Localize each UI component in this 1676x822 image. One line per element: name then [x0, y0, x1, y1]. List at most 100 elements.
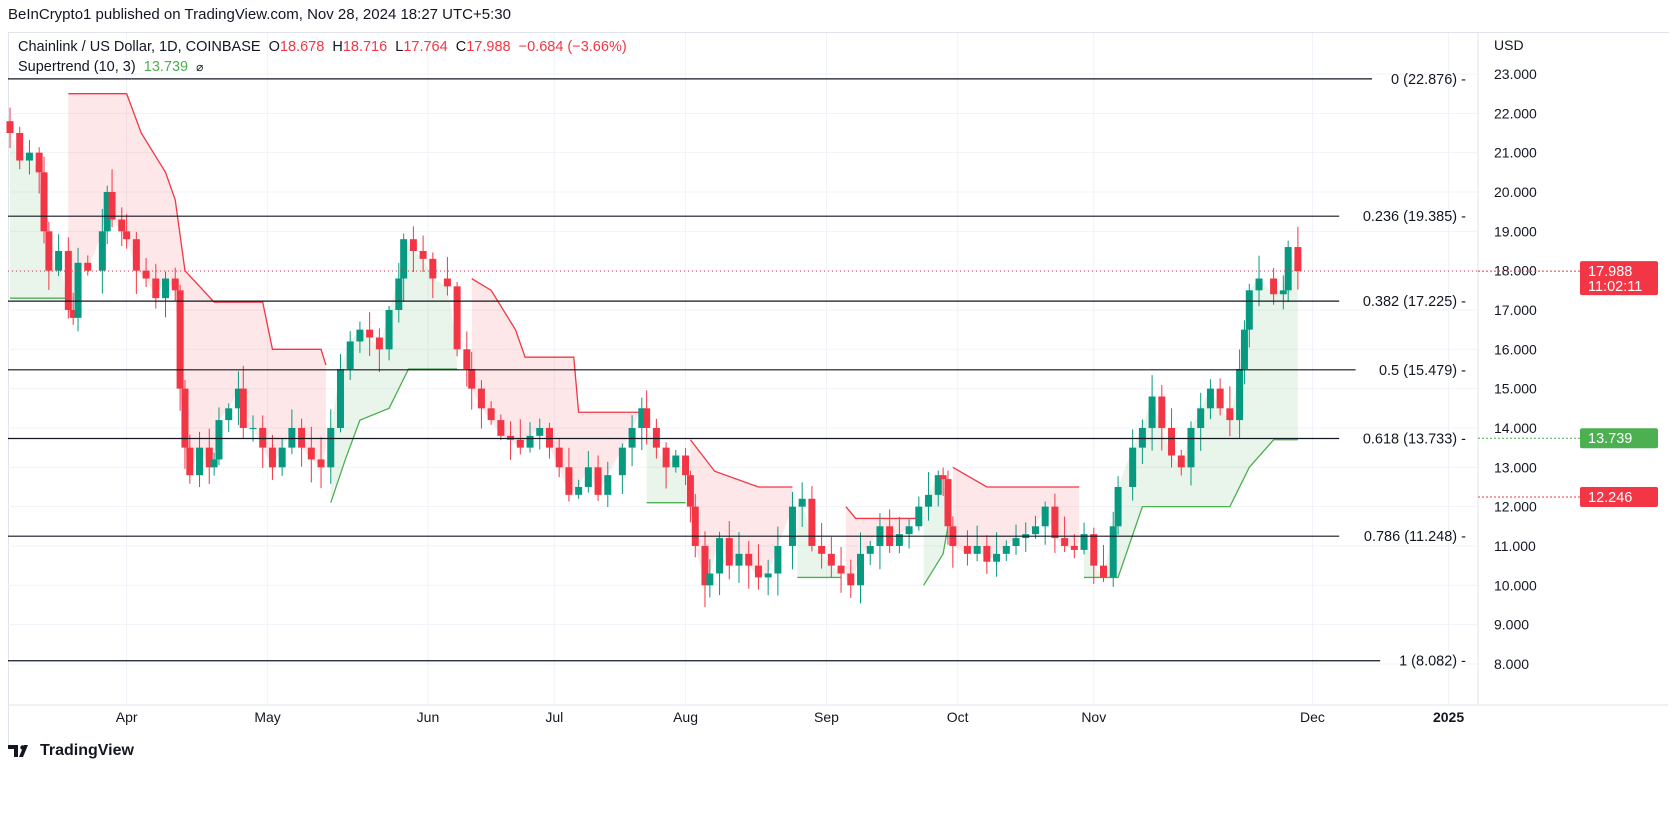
candle-body [346, 341, 354, 369]
candle-body [210, 459, 218, 468]
x-tick-label: Jul [545, 709, 563, 725]
y-tick-label: 16.000 [1494, 341, 1537, 357]
candle-body [1226, 408, 1234, 421]
candle-body [754, 565, 762, 578]
price-tag-label: 17.988 [1588, 264, 1632, 280]
candle-body [818, 545, 826, 554]
candle-body [837, 565, 845, 574]
fib-label: 0 (22.876) - [1391, 72, 1466, 88]
currency-label[interactable]: USD [1494, 37, 1524, 53]
x-tick-label: Oct [947, 709, 969, 725]
candle-body [857, 553, 864, 586]
candle-body [307, 447, 315, 460]
candle-body [385, 309, 393, 350]
x-tick-label: Sep [814, 709, 839, 725]
candle-body [939, 475, 947, 480]
candle-body [915, 506, 923, 527]
candle-body [317, 459, 325, 468]
candle-body [963, 545, 971, 554]
candle-body [662, 447, 670, 468]
candle-body [6, 121, 14, 133]
candle-body [356, 329, 364, 342]
candle-body [565, 467, 573, 495]
price-tag-last-price [1580, 261, 1658, 296]
candle-body [152, 278, 160, 299]
candle-body [196, 447, 204, 476]
candle-body [453, 286, 461, 350]
publish-info: BeInCrypto1 published on TradingView.com… [8, 6, 511, 23]
price-tag-label: 13.739 [1588, 431, 1632, 447]
candle-body [774, 545, 782, 574]
candle-body [652, 427, 660, 448]
fib-label: 0.236 (19.385) - [1363, 209, 1466, 225]
candle-body [487, 408, 495, 421]
countdown-label: 11:02:11 [1588, 279, 1642, 295]
candle-body [716, 538, 724, 574]
candle-body [1129, 447, 1137, 487]
candle-body [1177, 455, 1185, 468]
supertrend-line-down [952, 466, 1080, 488]
y-tick-label: 8.000 [1494, 656, 1529, 672]
x-tick-label: Dec [1300, 709, 1325, 725]
fib-label: 0.786 (11.248) - [1364, 529, 1466, 545]
candle-body [336, 368, 344, 428]
price-tag-extra-price [1580, 486, 1658, 507]
candle-body [1245, 290, 1253, 330]
candle-body [1012, 538, 1020, 546]
candle-body [497, 420, 505, 436]
supertrend-line-down [471, 277, 642, 413]
candle-body [443, 278, 451, 287]
candle-body [16, 132, 24, 161]
candle-body [847, 573, 855, 586]
fib-label: 0.382 (17.225) - [1363, 294, 1466, 310]
candle-body [788, 506, 796, 546]
candle-body [1041, 506, 1049, 527]
indicator-title[interactable]: Supertrend (10, 3) [18, 59, 136, 75]
y-tick-label: 20.000 [1494, 184, 1537, 200]
candle-body [103, 191, 111, 232]
hidden-eye-icon[interactable]: ⌀ [196, 60, 204, 74]
candle-body [234, 388, 242, 409]
x-tick-label: Aug [673, 709, 698, 725]
candle-body [1114, 486, 1122, 527]
candle-body [205, 447, 213, 468]
candle-body [798, 498, 806, 507]
candle-body [468, 368, 476, 389]
y-tick-label: 9.000 [1494, 617, 1529, 633]
supertrend-line-down [689, 439, 793, 488]
y-tick-label: 10.000 [1494, 577, 1537, 593]
candle-body [1109, 526, 1117, 578]
tradingview-logo-icon [8, 745, 28, 757]
candle-body [866, 545, 874, 554]
candle-body [604, 475, 612, 495]
candle-body [925, 494, 933, 507]
tradingview-logo: TradingView [8, 742, 134, 760]
candle-body [268, 447, 276, 468]
candle-body [375, 337, 383, 350]
y-tick-label: 11.000 [1494, 538, 1536, 554]
supertrend-fill-down [690, 439, 793, 586]
candle-body [366, 329, 374, 338]
candle-body [327, 427, 335, 468]
candle-body [691, 506, 699, 546]
candle-body [395, 278, 403, 310]
x-tick-label: May [254, 709, 280, 725]
candle-body [118, 219, 126, 232]
candle-body [181, 388, 189, 448]
candle-body [1148, 396, 1156, 428]
supertrend-fill-up [330, 239, 458, 503]
candle-body [1236, 368, 1244, 421]
price-tag-label: 12.246 [1588, 490, 1632, 506]
candle-body [1031, 526, 1039, 535]
symbol-title[interactable]: Chainlink / US Dollar, 1D, COINBASE [18, 39, 261, 55]
candle-body [132, 239, 140, 271]
supertrend-line-up [1084, 439, 1298, 579]
candle-body [1168, 427, 1176, 456]
candle-body [278, 447, 286, 468]
candle-body [672, 455, 680, 468]
candle-body [575, 486, 583, 495]
y-tick-label: 21.000 [1494, 145, 1537, 161]
supertrend-fill-down [845, 506, 919, 586]
candle-body [64, 250, 72, 310]
